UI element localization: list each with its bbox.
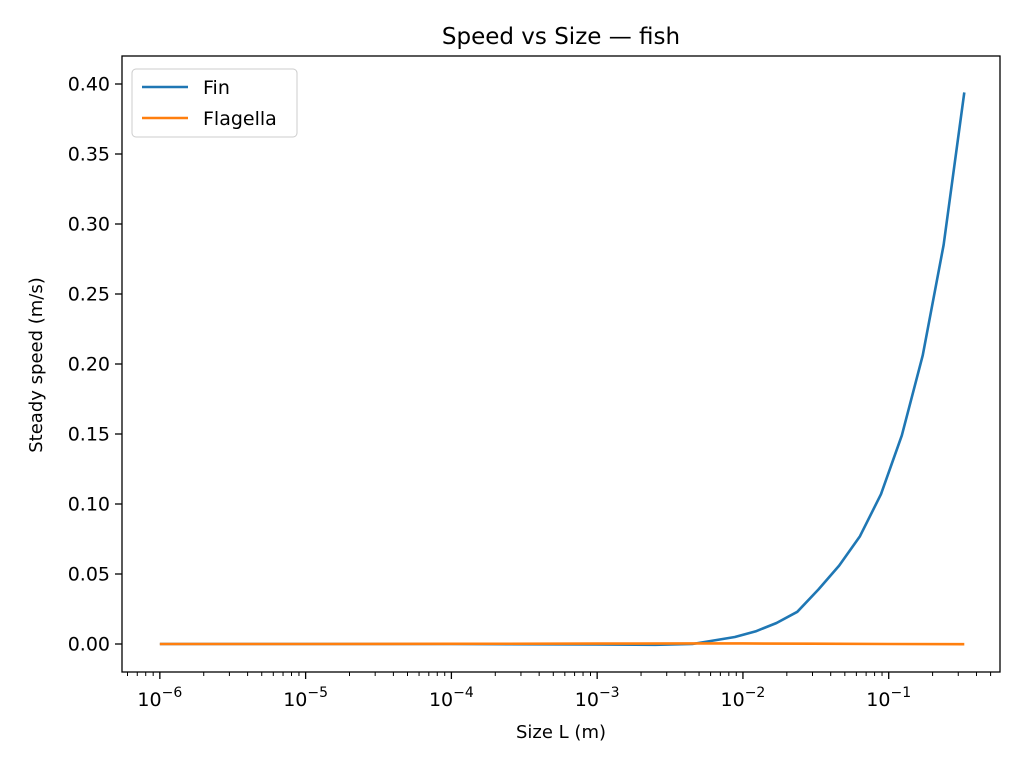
- series-line-flagella: [159, 642, 965, 646]
- x-tick-label: 10−3: [575, 685, 620, 711]
- y-axis-label: Steady speed (m/s): [26, 277, 47, 453]
- y-tick-label: 0.35: [68, 144, 110, 166]
- y-tick-label: 0.30: [68, 214, 110, 236]
- legend-label-fin: Fin: [203, 77, 230, 99]
- x-tick-label: 10−5: [283, 685, 328, 711]
- y-tick-label: 0.40: [68, 74, 110, 96]
- x-tick-label: 10−1: [866, 685, 911, 711]
- y-axis: 0.00 0.05 0.10 0.15 0.20 0.25 0.30 0.35 0.40: [68, 74, 122, 656]
- y-tick-label: 0.15: [68, 424, 110, 446]
- legend: Fin Flagella: [131, 68, 298, 138]
- y-tick-label: 0.00: [68, 634, 110, 656]
- x-axis-label: Size L (m): [516, 722, 606, 743]
- x-axis: 10−6 10−5 10−4 10−3 10−2 10−1: [127, 672, 992, 711]
- plot-area: [159, 92, 966, 647]
- x-tick-label: 10−4: [429, 685, 474, 711]
- chart-title: Speed vs Size — fish: [442, 24, 680, 50]
- y-tick-label: 0.05: [68, 564, 110, 586]
- y-tick-label: 0.20: [68, 354, 110, 376]
- y-tick-label: 0.10: [68, 494, 110, 516]
- legend-label-flagella: Flagella: [203, 108, 277, 130]
- plot-frame: [121, 55, 1001, 673]
- x-tick-label: 10−2: [721, 685, 766, 711]
- series-line-fin: [159, 92, 966, 647]
- y-tick-label: 0.25: [68, 284, 110, 306]
- x-tick-label: 10−6: [137, 685, 182, 711]
